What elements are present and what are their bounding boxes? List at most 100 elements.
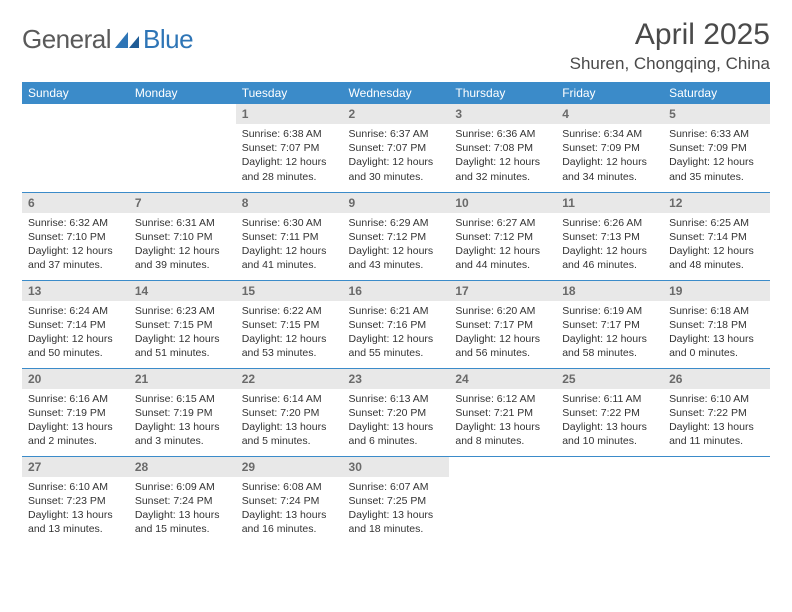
day-info: Sunrise: 6:22 AMSunset: 7:15 PMDaylight:… <box>236 301 343 365</box>
day-number: 28 <box>129 457 236 477</box>
day-number: 2 <box>343 104 450 124</box>
day-info: Sunrise: 6:32 AMSunset: 7:10 PMDaylight:… <box>22 213 129 277</box>
day-info: Sunrise: 6:10 AMSunset: 7:23 PMDaylight:… <box>22 477 129 541</box>
day-info: Sunrise: 6:24 AMSunset: 7:14 PMDaylight:… <box>22 301 129 365</box>
day-number: 30 <box>343 457 450 477</box>
day-number: 22 <box>236 369 343 389</box>
calendar-cell: 15Sunrise: 6:22 AMSunset: 7:15 PMDayligh… <box>236 280 343 368</box>
calendar-cell <box>556 456 663 544</box>
day-info: Sunrise: 6:34 AMSunset: 7:09 PMDaylight:… <box>556 124 663 188</box>
logo-text-blue: Blue <box>143 24 193 55</box>
calendar-cell <box>449 456 556 544</box>
day-number: 15 <box>236 281 343 301</box>
dayhead-sunday: Sunday <box>22 82 129 104</box>
day-info: Sunrise: 6:29 AMSunset: 7:12 PMDaylight:… <box>343 213 450 277</box>
day-number: 23 <box>343 369 450 389</box>
day-number: 8 <box>236 193 343 213</box>
day-number: 3 <box>449 104 556 124</box>
day-number: 12 <box>663 193 770 213</box>
location-label: Shuren, Chongqing, China <box>570 54 770 74</box>
calendar-cell: 18Sunrise: 6:19 AMSunset: 7:17 PMDayligh… <box>556 280 663 368</box>
day-info: Sunrise: 6:26 AMSunset: 7:13 PMDaylight:… <box>556 213 663 277</box>
day-info: Sunrise: 6:08 AMSunset: 7:24 PMDaylight:… <box>236 477 343 541</box>
calendar-cell: 29Sunrise: 6:08 AMSunset: 7:24 PMDayligh… <box>236 456 343 544</box>
day-info: Sunrise: 6:33 AMSunset: 7:09 PMDaylight:… <box>663 124 770 188</box>
day-number: 4 <box>556 104 663 124</box>
day-info: Sunrise: 6:20 AMSunset: 7:17 PMDaylight:… <box>449 301 556 365</box>
calendar-cell: 12Sunrise: 6:25 AMSunset: 7:14 PMDayligh… <box>663 192 770 280</box>
calendar-week-row: 1Sunrise: 6:38 AMSunset: 7:07 PMDaylight… <box>22 104 770 192</box>
calendar-cell: 25Sunrise: 6:11 AMSunset: 7:22 PMDayligh… <box>556 368 663 456</box>
page-title: April 2025 <box>570 18 770 52</box>
calendar-cell: 14Sunrise: 6:23 AMSunset: 7:15 PMDayligh… <box>129 280 236 368</box>
calendar-cell: 24Sunrise: 6:12 AMSunset: 7:21 PMDayligh… <box>449 368 556 456</box>
day-number: 7 <box>129 193 236 213</box>
day-info: Sunrise: 6:15 AMSunset: 7:19 PMDaylight:… <box>129 389 236 453</box>
calendar-cell: 2Sunrise: 6:37 AMSunset: 7:07 PMDaylight… <box>343 104 450 192</box>
dayhead-thursday: Thursday <box>449 82 556 104</box>
day-info: Sunrise: 6:11 AMSunset: 7:22 PMDaylight:… <box>556 389 663 453</box>
day-number: 19 <box>663 281 770 301</box>
calendar-cell: 30Sunrise: 6:07 AMSunset: 7:25 PMDayligh… <box>343 456 450 544</box>
day-number: 17 <box>449 281 556 301</box>
calendar-cell: 17Sunrise: 6:20 AMSunset: 7:17 PMDayligh… <box>449 280 556 368</box>
calendar-cell: 19Sunrise: 6:18 AMSunset: 7:18 PMDayligh… <box>663 280 770 368</box>
day-info: Sunrise: 6:37 AMSunset: 7:07 PMDaylight:… <box>343 124 450 188</box>
day-number: 25 <box>556 369 663 389</box>
day-info: Sunrise: 6:10 AMSunset: 7:22 PMDaylight:… <box>663 389 770 453</box>
calendar-cell: 16Sunrise: 6:21 AMSunset: 7:16 PMDayligh… <box>343 280 450 368</box>
day-number: 26 <box>663 369 770 389</box>
logo-sail-icon <box>115 30 141 50</box>
day-info: Sunrise: 6:13 AMSunset: 7:20 PMDaylight:… <box>343 389 450 453</box>
calendar-cell: 20Sunrise: 6:16 AMSunset: 7:19 PMDayligh… <box>22 368 129 456</box>
day-number: 1 <box>236 104 343 124</box>
day-info: Sunrise: 6:36 AMSunset: 7:08 PMDaylight:… <box>449 124 556 188</box>
calendar-cell: 6Sunrise: 6:32 AMSunset: 7:10 PMDaylight… <box>22 192 129 280</box>
day-number: 18 <box>556 281 663 301</box>
day-info: Sunrise: 6:38 AMSunset: 7:07 PMDaylight:… <box>236 124 343 188</box>
calendar-table: Sunday Monday Tuesday Wednesday Thursday… <box>22 82 770 544</box>
day-number: 9 <box>343 193 450 213</box>
calendar-cell: 10Sunrise: 6:27 AMSunset: 7:12 PMDayligh… <box>449 192 556 280</box>
title-block: April 2025 Shuren, Chongqing, China <box>570 18 770 74</box>
calendar-week-row: 20Sunrise: 6:16 AMSunset: 7:19 PMDayligh… <box>22 368 770 456</box>
calendar-cell: 5Sunrise: 6:33 AMSunset: 7:09 PMDaylight… <box>663 104 770 192</box>
day-info: Sunrise: 6:16 AMSunset: 7:19 PMDaylight:… <box>22 389 129 453</box>
calendar-cell: 22Sunrise: 6:14 AMSunset: 7:20 PMDayligh… <box>236 368 343 456</box>
calendar-week-row: 27Sunrise: 6:10 AMSunset: 7:23 PMDayligh… <box>22 456 770 544</box>
calendar-cell: 27Sunrise: 6:10 AMSunset: 7:23 PMDayligh… <box>22 456 129 544</box>
dayhead-saturday: Saturday <box>663 82 770 104</box>
day-info: Sunrise: 6:18 AMSunset: 7:18 PMDaylight:… <box>663 301 770 365</box>
day-number: 20 <box>22 369 129 389</box>
day-info: Sunrise: 6:30 AMSunset: 7:11 PMDaylight:… <box>236 213 343 277</box>
page-header: General Blue April 2025 Shuren, Chongqin… <box>22 18 770 74</box>
calendar-cell <box>663 456 770 544</box>
calendar-cell: 11Sunrise: 6:26 AMSunset: 7:13 PMDayligh… <box>556 192 663 280</box>
day-info: Sunrise: 6:21 AMSunset: 7:16 PMDaylight:… <box>343 301 450 365</box>
day-info: Sunrise: 6:23 AMSunset: 7:15 PMDaylight:… <box>129 301 236 365</box>
calendar-cell: 23Sunrise: 6:13 AMSunset: 7:20 PMDayligh… <box>343 368 450 456</box>
calendar-week-row: 6Sunrise: 6:32 AMSunset: 7:10 PMDaylight… <box>22 192 770 280</box>
calendar-cell <box>129 104 236 192</box>
day-info: Sunrise: 6:27 AMSunset: 7:12 PMDaylight:… <box>449 213 556 277</box>
calendar-cell: 13Sunrise: 6:24 AMSunset: 7:14 PMDayligh… <box>22 280 129 368</box>
dayhead-tuesday: Tuesday <box>236 82 343 104</box>
logo-text-general: General <box>22 24 111 55</box>
calendar-cell: 28Sunrise: 6:09 AMSunset: 7:24 PMDayligh… <box>129 456 236 544</box>
logo: General Blue <box>22 18 193 55</box>
day-info: Sunrise: 6:14 AMSunset: 7:20 PMDaylight:… <box>236 389 343 453</box>
calendar-cell: 9Sunrise: 6:29 AMSunset: 7:12 PMDaylight… <box>343 192 450 280</box>
day-number: 11 <box>556 193 663 213</box>
calendar-week-row: 13Sunrise: 6:24 AMSunset: 7:14 PMDayligh… <box>22 280 770 368</box>
calendar-cell: 1Sunrise: 6:38 AMSunset: 7:07 PMDaylight… <box>236 104 343 192</box>
day-number: 5 <box>663 104 770 124</box>
day-info: Sunrise: 6:07 AMSunset: 7:25 PMDaylight:… <box>343 477 450 541</box>
day-number: 6 <box>22 193 129 213</box>
day-number: 10 <box>449 193 556 213</box>
dayhead-wednesday: Wednesday <box>343 82 450 104</box>
day-number: 21 <box>129 369 236 389</box>
day-number: 24 <box>449 369 556 389</box>
calendar-cell: 26Sunrise: 6:10 AMSunset: 7:22 PMDayligh… <box>663 368 770 456</box>
dayhead-friday: Friday <box>556 82 663 104</box>
day-info: Sunrise: 6:09 AMSunset: 7:24 PMDaylight:… <box>129 477 236 541</box>
